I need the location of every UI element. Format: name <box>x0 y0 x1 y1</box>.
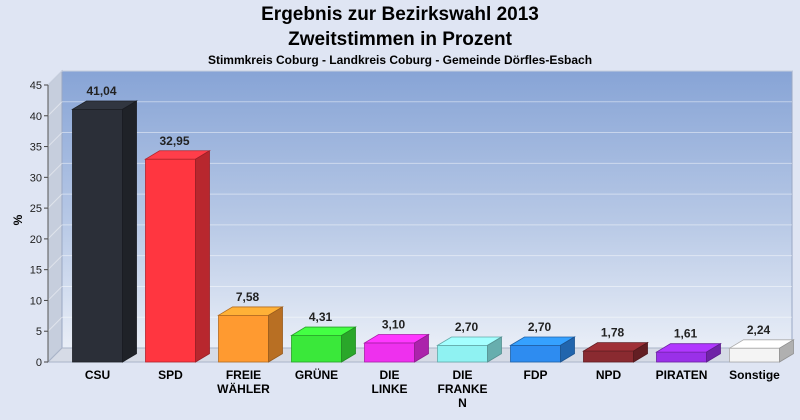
bar <box>364 342 415 363</box>
x-tick-label: FREIE WÄHLER <box>217 368 270 396</box>
bar-side <box>487 336 502 363</box>
bar-value-label: 7,58 <box>236 290 260 304</box>
bar-group: 41,04 <box>71 84 138 363</box>
bar-side <box>560 336 575 363</box>
x-tick-label: PIRATEN <box>656 368 708 382</box>
bar <box>72 108 123 363</box>
y-tick-label: 45 <box>30 80 42 92</box>
gridline-side <box>47 132 63 147</box>
bar-value-label: 1,61 <box>674 327 698 341</box>
gridline-side <box>47 162 63 178</box>
bar-side <box>122 100 137 363</box>
bar-group: 1,61 <box>655 327 722 363</box>
bar <box>729 347 780 363</box>
bar-side <box>268 306 283 363</box>
bar-group: 1,78 <box>582 326 649 363</box>
bar-group: 2,70 <box>509 320 576 363</box>
bar-value-label: 41,04 <box>86 84 116 98</box>
x-tick-label: DIE LINKE <box>372 368 408 396</box>
bar-value-label: 2,70 <box>455 320 479 334</box>
bar-value-label: 2,70 <box>528 320 552 334</box>
y-tick-label: 25 <box>30 203 42 215</box>
x-tick-label: CSU <box>85 368 110 382</box>
bar-value-label: 3,10 <box>382 318 406 332</box>
y-tick-label: 40 <box>30 111 42 123</box>
bar-group: 2,70 <box>436 320 503 363</box>
x-tick-label: GRÜNE <box>295 367 338 382</box>
bar-value-label: 32,95 <box>159 134 189 148</box>
bar-side <box>779 339 794 363</box>
bar-value-label: 2,24 <box>747 323 771 337</box>
bar <box>656 351 707 363</box>
gridline-side <box>47 255 63 271</box>
bar-side <box>341 326 356 363</box>
bar-side <box>633 341 648 363</box>
bar-value-label: 4,31 <box>309 310 333 324</box>
bar-group: 32,95 <box>144 134 211 363</box>
x-tick-label: Sonstige <box>729 368 780 382</box>
x-tick-label: NPD <box>596 368 622 382</box>
bar <box>218 314 269 363</box>
bar <box>437 344 488 363</box>
y-tick-label: 20 <box>30 234 42 246</box>
gridline-side <box>47 286 63 301</box>
bar-value-label: 1,78 <box>601 326 625 340</box>
x-tick-label: SPD <box>158 368 183 382</box>
gridline-side <box>47 101 63 117</box>
bar <box>583 350 634 363</box>
bar <box>145 158 196 363</box>
x-tick-label: FDP <box>524 368 548 382</box>
y-tick-label: 15 <box>30 265 42 277</box>
y-axis-label: % <box>11 214 25 225</box>
gridline-side <box>47 316 63 332</box>
bar-group: 2,24 <box>728 323 795 363</box>
bar-side <box>195 150 210 363</box>
bar <box>510 344 561 363</box>
bar <box>291 335 342 363</box>
y-tick-label: 30 <box>30 172 42 184</box>
y-tick-label: 35 <box>30 142 42 154</box>
plot-side-wall <box>47 69 63 364</box>
chart-subtitle: Stimmkreis Coburg - Landkreis Coburg - G… <box>207 53 593 67</box>
x-tick-label: DIE FRANKE N <box>438 368 488 410</box>
bar-group: 4,31 <box>290 310 357 363</box>
bar-group: 3,10 <box>363 318 430 363</box>
gridline-side <box>47 193 63 209</box>
chart-title-2: Zweitstimmen in Prozent <box>288 29 512 50</box>
y-tick-label: 0 <box>36 357 42 369</box>
chart-title: Ergebnis zur Bezirkswahl 2013 <box>261 4 539 25</box>
bar-side <box>706 342 721 363</box>
y-tick-label: 5 <box>36 326 42 338</box>
gridline-side <box>47 70 63 86</box>
gridline-side <box>47 224 63 240</box>
y-tick-label: 10 <box>30 295 42 307</box>
bar-group: 7,58 <box>217 290 284 363</box>
bar-side <box>414 333 429 363</box>
